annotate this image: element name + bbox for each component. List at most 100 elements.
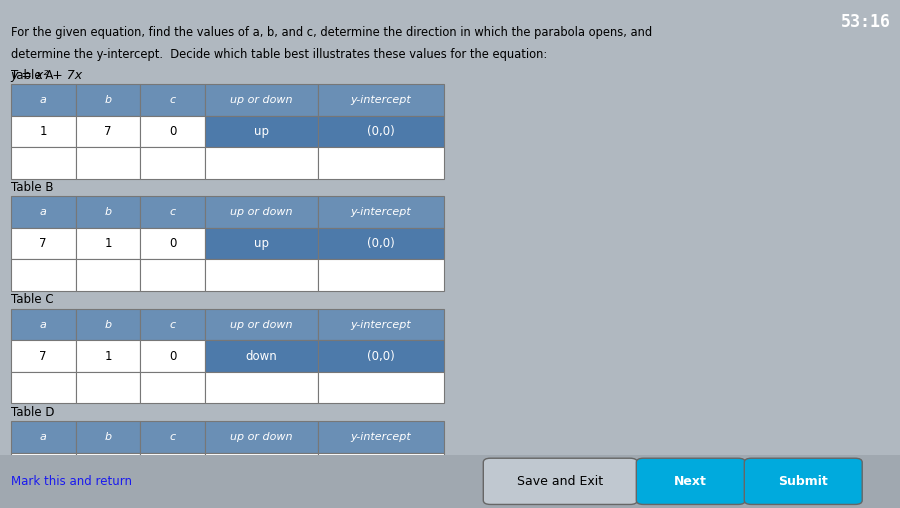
- FancyBboxPatch shape: [636, 458, 745, 504]
- Text: y-intercept: y-intercept: [350, 207, 411, 217]
- Bar: [205, 196, 318, 228]
- Bar: [11, 453, 76, 484]
- Bar: [205, 84, 318, 116]
- Bar: [76, 228, 140, 259]
- Bar: [76, 84, 140, 116]
- Bar: [318, 84, 444, 116]
- Text: Mark this and return: Mark this and return: [11, 475, 131, 488]
- Bar: [11, 372, 76, 403]
- Bar: [140, 372, 205, 403]
- Bar: [140, 147, 205, 179]
- Bar: [11, 259, 76, 291]
- Text: y-intercept: y-intercept: [350, 320, 411, 330]
- Bar: [205, 340, 318, 372]
- Text: Save and Exit: Save and Exit: [518, 475, 603, 488]
- Bar: [318, 196, 444, 228]
- Bar: [140, 116, 205, 147]
- Bar: [318, 309, 444, 340]
- Text: a: a: [40, 207, 47, 217]
- Text: For the given equation, find the values of a, b, and c, determine the direction : For the given equation, find the values …: [11, 26, 652, 40]
- Text: 7: 7: [104, 125, 112, 138]
- Bar: [140, 340, 205, 372]
- Text: y = x² + 7x: y = x² + 7x: [11, 69, 83, 82]
- Text: down: down: [246, 350, 277, 363]
- Bar: [76, 147, 140, 179]
- Bar: [318, 340, 444, 372]
- Text: Table C: Table C: [11, 293, 53, 306]
- Bar: [11, 309, 76, 340]
- Bar: [76, 453, 140, 484]
- Bar: [11, 116, 76, 147]
- Bar: [11, 84, 76, 116]
- Bar: [205, 453, 318, 484]
- Text: a: a: [40, 432, 47, 442]
- Bar: [205, 147, 318, 179]
- Bar: [140, 453, 205, 484]
- Text: c: c: [170, 207, 176, 217]
- Text: Next: Next: [674, 475, 707, 488]
- Bar: [318, 259, 444, 291]
- Text: (0,0): (0,0): [367, 237, 394, 250]
- Text: 7: 7: [40, 237, 47, 250]
- Text: c: c: [170, 432, 176, 442]
- Bar: [205, 259, 318, 291]
- Text: up or down: up or down: [230, 207, 292, 217]
- Text: 0: 0: [169, 125, 176, 138]
- Bar: [76, 421, 140, 453]
- Bar: [76, 259, 140, 291]
- Text: 0: 0: [169, 350, 176, 363]
- Bar: [205, 421, 318, 453]
- Text: 7: 7: [40, 350, 47, 363]
- Text: Table A: Table A: [11, 69, 53, 82]
- Bar: [318, 372, 444, 403]
- Bar: [318, 116, 444, 147]
- Bar: [11, 421, 76, 453]
- Bar: [11, 228, 76, 259]
- Bar: [205, 228, 318, 259]
- Bar: [140, 84, 205, 116]
- Bar: [140, 228, 205, 259]
- Text: up: up: [254, 237, 269, 250]
- Text: Table B: Table B: [11, 180, 53, 194]
- Text: (0,0): (0,0): [367, 350, 394, 363]
- Text: b: b: [104, 320, 112, 330]
- Bar: [76, 309, 140, 340]
- Text: y-intercept: y-intercept: [350, 95, 411, 105]
- Bar: [140, 196, 205, 228]
- Bar: [140, 421, 205, 453]
- Bar: [76, 116, 140, 147]
- Bar: [140, 259, 205, 291]
- Text: Table D: Table D: [11, 405, 54, 419]
- Bar: [318, 228, 444, 259]
- Text: up or down: up or down: [230, 320, 292, 330]
- Bar: [140, 309, 205, 340]
- Text: b: b: [104, 95, 112, 105]
- Text: up: up: [254, 125, 269, 138]
- Text: y-intercept: y-intercept: [350, 432, 411, 442]
- Text: (0,0): (0,0): [367, 125, 394, 138]
- Bar: [205, 309, 318, 340]
- Text: up or down: up or down: [230, 432, 292, 442]
- Text: c: c: [170, 95, 176, 105]
- FancyBboxPatch shape: [483, 458, 637, 504]
- Text: a: a: [40, 320, 47, 330]
- Bar: [205, 372, 318, 403]
- Text: 53:16: 53:16: [841, 13, 891, 30]
- Bar: [76, 196, 140, 228]
- Bar: [11, 340, 76, 372]
- Bar: [11, 147, 76, 179]
- Text: 1: 1: [104, 350, 112, 363]
- Text: b: b: [104, 207, 112, 217]
- Text: 1: 1: [104, 237, 112, 250]
- FancyBboxPatch shape: [744, 458, 862, 504]
- Text: a: a: [40, 95, 47, 105]
- Text: b: b: [104, 432, 112, 442]
- Bar: [76, 340, 140, 372]
- Bar: [318, 421, 444, 453]
- Bar: [318, 453, 444, 484]
- Bar: [0, 455, 900, 508]
- Text: 0: 0: [169, 237, 176, 250]
- Bar: [205, 116, 318, 147]
- Bar: [76, 372, 140, 403]
- Bar: [318, 147, 444, 179]
